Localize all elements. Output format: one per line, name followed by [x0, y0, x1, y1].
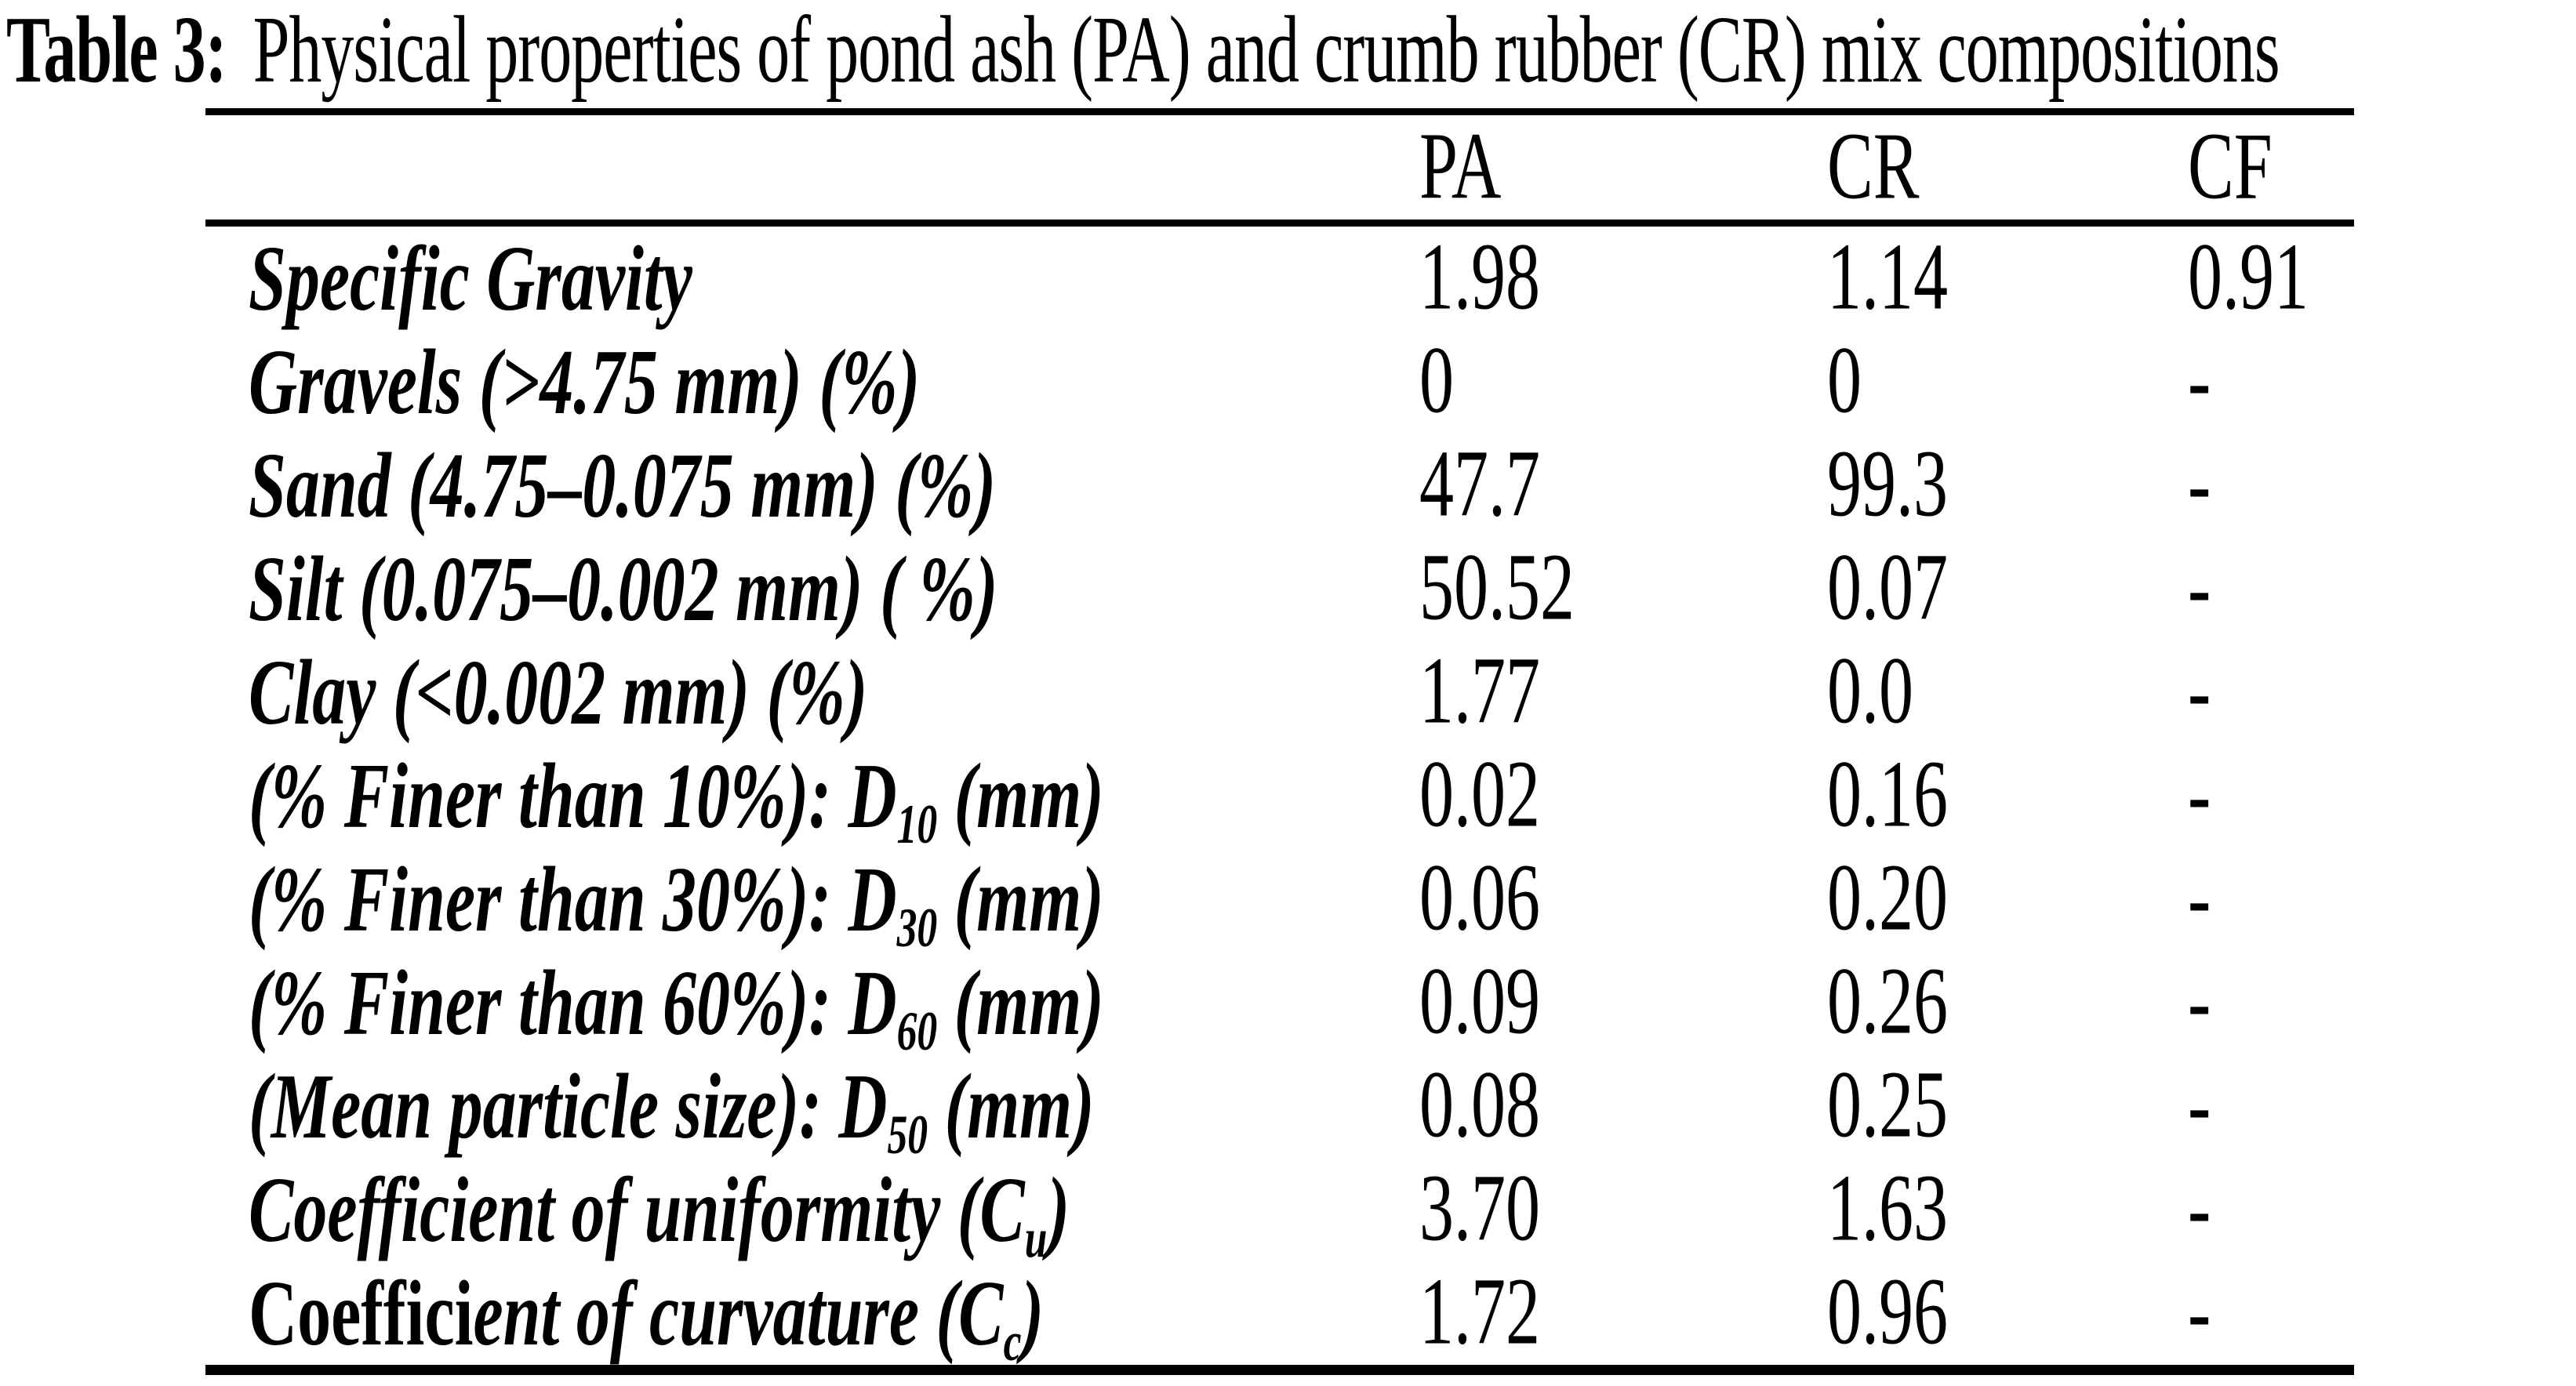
- cf-value: 0.91: [2188, 225, 2309, 331]
- table-row: Coefficient of uniformity (Cu) 3.70 1.63…: [205, 1156, 2354, 1270]
- cr-value: 99.3: [1827, 432, 1948, 538]
- cf-value: -: [2188, 1156, 2211, 1262]
- column-header-cr: CR: [1827, 114, 1920, 220]
- cf-value: -: [2188, 1053, 2211, 1159]
- table-row: Gravels (>4.75 mm) (%) 0 0 -: [205, 330, 2354, 434]
- cf-value: -: [2188, 639, 2211, 745]
- table-caption-number: Table 3:: [6, 0, 227, 103]
- row-label: Silt (0.075–0.002 mm) ( %): [249, 536, 998, 641]
- cr-value: 0.0: [1827, 639, 1913, 745]
- row-label: (% Finer than 10%): D10 (mm): [249, 743, 1104, 856]
- row-label: Coefficient of uniformity (Cu): [249, 1157, 1070, 1270]
- cr-value: 0.96: [1827, 1260, 1948, 1366]
- cf-value: -: [2188, 535, 2211, 641]
- pa-value: 3.70: [1419, 1156, 1540, 1262]
- cr-value: 1.14: [1827, 225, 1948, 331]
- table-row: Coefficient of curvature (Cc) 1.72 0.96 …: [205, 1260, 2354, 1373]
- cr-value: 0.26: [1827, 949, 1948, 1055]
- table-row: Specific Gravity 1.98 1.14 0.91: [205, 227, 2354, 330]
- cr-value: 0.25: [1827, 1053, 1948, 1159]
- cf-value: -: [2188, 432, 2211, 538]
- table-row: Sand (4.75–0.075 mm) (%) 47.7 99.3 -: [205, 434, 2354, 537]
- column-header-pa: PA: [1419, 114, 1502, 220]
- cf-value: -: [2188, 742, 2211, 848]
- pa-value: 0.08: [1419, 1053, 1540, 1159]
- column-header-cf: CF: [2188, 114, 2273, 220]
- table-caption-text: Physical properties of pond ash (PA) and…: [253, 0, 2280, 103]
- pa-value: 1.98: [1419, 225, 1540, 331]
- row-label: (% Finer than 30%): D30 (mm): [249, 847, 1104, 960]
- properties-table: PA CR CF Specific Gravity 1.98 1.14 0.91…: [205, 108, 2354, 1375]
- table-header-row: PA CR CF: [205, 115, 2354, 227]
- row-label: Specific Gravity: [249, 226, 692, 331]
- cr-value: 1.63: [1827, 1156, 1948, 1262]
- table-row: (% Finer than 60%): D60 (mm) 0.09 0.26 -: [205, 949, 2354, 1063]
- table-row: (Mean particle size): D50 (mm) 0.08 0.25…: [205, 1053, 2354, 1166]
- cf-value: -: [2188, 949, 2211, 1055]
- pa-value: 0.02: [1419, 742, 1540, 848]
- pa-value: 47.7: [1419, 432, 1540, 538]
- cr-value: 0.16: [1827, 742, 1948, 848]
- row-label: Sand (4.75–0.075 mm) (%): [249, 433, 997, 538]
- cr-value: 0: [1827, 328, 1862, 434]
- table-row: Clay (<0.002 mm) (%) 1.77 0.0 -: [205, 640, 2354, 744]
- pa-value: 0: [1419, 328, 1454, 434]
- pa-value: 1.72: [1419, 1260, 1540, 1366]
- cf-value: -: [2188, 846, 2211, 952]
- table-caption: Table 3: Physical properties of pond ash …: [6, 0, 2280, 103]
- row-label: Coefficient of curvature (Cc): [249, 1261, 1045, 1373]
- cr-value: 0.20: [1827, 846, 1948, 952]
- pa-value: 0.06: [1419, 846, 1540, 952]
- row-label: Gravels (>4.75 mm) (%): [249, 329, 921, 434]
- cr-value: 0.07: [1827, 535, 1948, 641]
- cf-value: -: [2188, 328, 2211, 434]
- table-row: (% Finer than 30%): D30 (mm) 0.06 0.20 -: [205, 846, 2354, 960]
- row-label: (% Finer than 60%): D60 (mm): [249, 950, 1104, 1063]
- pa-value: 50.52: [1419, 535, 1575, 641]
- table-body: Specific Gravity 1.98 1.14 0.91 Gravels …: [205, 227, 2354, 1373]
- table-row: (% Finer than 10%): D10 (mm) 0.02 0.16 -: [205, 742, 2354, 856]
- row-label: (Mean particle size): D50 (mm): [249, 1054, 1095, 1166]
- pa-value: 0.09: [1419, 949, 1540, 1055]
- cf-value: -: [2188, 1260, 2211, 1366]
- table-row: Silt (0.075–0.002 mm) ( %) 50.52 0.07 -: [205, 537, 2354, 640]
- row-label: Clay (<0.002 mm) (%): [249, 640, 868, 745]
- pa-value: 1.77: [1419, 639, 1540, 745]
